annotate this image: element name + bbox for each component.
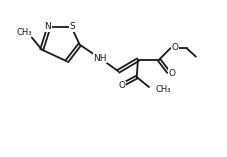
Text: O: O bbox=[169, 69, 176, 78]
Text: CH₃: CH₃ bbox=[16, 28, 32, 37]
Text: O: O bbox=[171, 43, 178, 52]
Text: O: O bbox=[118, 81, 125, 90]
Text: CH₃: CH₃ bbox=[156, 85, 171, 94]
Text: N: N bbox=[44, 22, 51, 31]
Text: S: S bbox=[70, 22, 75, 31]
Text: NH: NH bbox=[93, 54, 107, 63]
